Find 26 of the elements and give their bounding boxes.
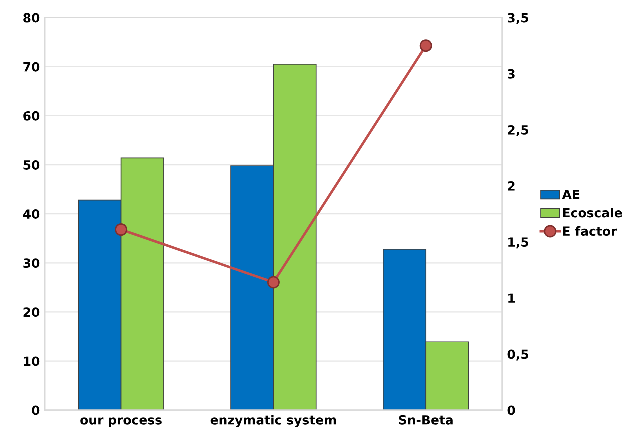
y2-tick-label: 1	[508, 294, 516, 303]
y2-tick-label: 2	[508, 182, 515, 191]
y-tick-label: 40	[23, 210, 40, 220]
legend-label: AE	[562, 190, 580, 200]
point	[420, 40, 432, 52]
x-tick-label: enzymatic system	[210, 415, 336, 428]
y-tick-label: 20	[24, 308, 40, 318]
legend-label: Ecoscale	[563, 208, 622, 218]
y-tick-label: 60	[24, 111, 40, 121]
legend-label: E factor	[563, 226, 618, 236]
y2-tick-label: 1,5	[508, 238, 528, 249]
point	[115, 224, 128, 236]
y-tick-label: 0	[32, 406, 40, 416]
y2-tick-label: 3,5	[508, 13, 528, 24]
x-tick-label: Sn-Beta	[399, 415, 453, 425]
y-tick-label: 80	[24, 13, 40, 23]
y-tick-label: 10	[24, 356, 40, 366]
y2-tick-label: 0	[508, 406, 516, 416]
y2-tick-label: 2,5	[508, 125, 528, 136]
y2-tick-label: 3	[508, 69, 515, 79]
y-tick-label: 30	[24, 258, 40, 268]
point	[267, 276, 280, 289]
x-tick-label: our process	[80, 418, 162, 428]
y-tick-label: 70	[24, 62, 40, 72]
y2-tick-label: 0,5	[508, 350, 528, 361]
y-tick-label: 50	[24, 160, 40, 170]
